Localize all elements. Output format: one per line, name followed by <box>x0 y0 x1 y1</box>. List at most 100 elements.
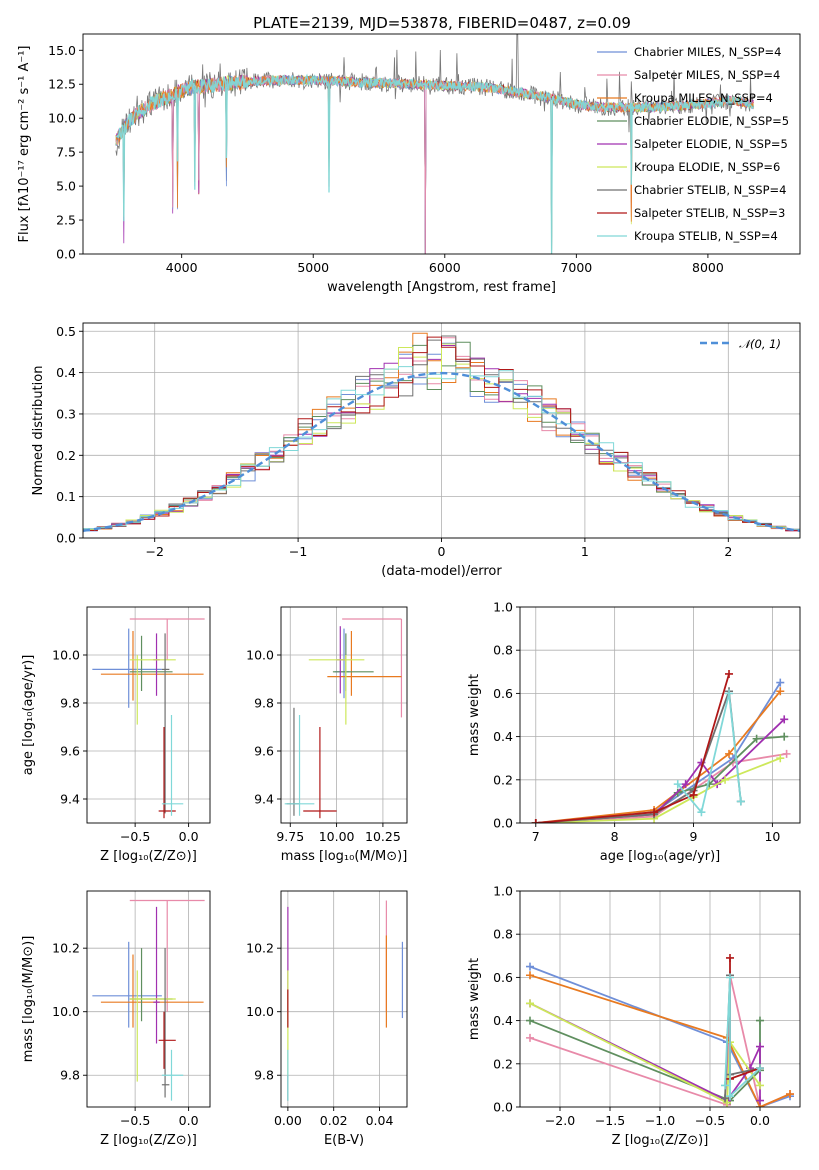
legend: Chabrier MILES, N_SSP=4 Salpeter MILES, N… <box>597 45 789 243</box>
errorbar-point <box>303 727 337 819</box>
x-tick-label: 9 <box>690 829 698 844</box>
x-axis-label: E(B-V) <box>324 1133 364 1148</box>
mass-weight-marker <box>752 734 761 743</box>
residual-histogram-series <box>83 337 800 533</box>
errorbar-point <box>327 631 402 696</box>
legend-entry: Chabrier STELIB, N_SSP=4 <box>634 183 786 197</box>
x-tick-label: 0 <box>438 544 446 559</box>
y-tick-label: 1.0 <box>493 884 513 899</box>
data-marks <box>83 332 800 533</box>
y-tick-label: 9.8 <box>60 1068 80 1083</box>
mass-weight-marker <box>786 1090 794 1099</box>
y-tick-label: 10.0 <box>48 111 76 126</box>
y-tick-label: 0.2 <box>493 1056 513 1071</box>
errorbar-point <box>286 707 300 816</box>
mass-vs-metallicity-panel: −0.5 0.0 9.8 10.0 10.2 Z [log₁₀(Z/Z⊙)] mass [l… <box>21 890 211 1148</box>
spectrum-panel: 4000 5000 6000 7000 8000 0.0 2.5 5.0 7.5 10.0 12.5… <box>17 14 801 295</box>
errorbar-point <box>342 618 403 718</box>
y-axis-label: age [log₁₀(age/yr)] <box>21 655 36 776</box>
x-tick-label: 8 <box>611 829 619 844</box>
x-tick-label: 9.75 <box>276 829 304 844</box>
errorbar-point <box>158 727 176 819</box>
y-tick-label: 1.0 <box>493 600 513 615</box>
normal-distribution-curve <box>83 371 800 532</box>
x-axis-label: Z [log₁₀(Z/Z⊙)] <box>612 1133 709 1148</box>
data-marks <box>115 34 755 254</box>
x-tick-label: 10.25 <box>365 829 401 844</box>
errorbar-point <box>284 715 315 816</box>
mass-weight-marker <box>756 1042 764 1051</box>
x-tick-label: 0.0 <box>179 829 199 844</box>
x-tick-label: −1.5 <box>595 1113 625 1128</box>
x-tick-label: 5000 <box>297 260 329 275</box>
errorbar-point <box>153 633 160 696</box>
y-tick-label: 9.8 <box>254 1068 274 1083</box>
errorbar-point <box>161 715 184 816</box>
x-tick-label: −0.5 <box>120 1113 150 1128</box>
y-tick-label: 0.8 <box>493 643 513 658</box>
y-tick-label: 2.5 <box>56 213 76 228</box>
legend-entry: Kroupa ELODIE, N_SSP=6 <box>634 160 780 174</box>
mass-weight-marker <box>756 1016 764 1025</box>
legend-entry: Chabrier MILES, N_SSP=4 <box>634 45 781 59</box>
data-marks <box>526 953 794 1107</box>
x-axis-label: (data-model)/error <box>381 564 502 579</box>
axes-frame <box>86 606 211 824</box>
data-marks <box>287 900 404 1101</box>
y-tick-label: 9.6 <box>254 744 274 759</box>
data-marks <box>531 669 791 823</box>
mass-weight-marker <box>782 749 791 758</box>
mass-weight-marker <box>721 775 730 784</box>
mass-weight-marker <box>721 1081 729 1090</box>
mass-weight-marker <box>697 808 706 817</box>
legend: 𝒩(0, 1) <box>700 337 781 351</box>
errorbar-point <box>129 635 173 691</box>
x-tick-label: 6000 <box>429 260 461 275</box>
errorbar-point <box>129 970 176 1082</box>
y-tick-label: 0.2 <box>56 448 76 463</box>
errorbar-point <box>129 948 173 1022</box>
x-tick-label: 10.00 <box>319 829 355 844</box>
errorbar-point <box>161 1049 184 1101</box>
axes-frame <box>82 33 801 255</box>
y-axis-label: mass weight <box>467 674 482 756</box>
y-tick-label: 10.0 <box>52 648 80 663</box>
errorbar-point <box>129 899 205 1012</box>
grid-lines <box>520 890 800 1108</box>
mass-weight-series-line <box>529 1002 761 1105</box>
y-axis-label: Flux [fλ10⁻¹⁷ erg cm⁻² s⁻¹ A⁻¹] <box>17 46 32 243</box>
y-tick-label: 15.0 <box>48 43 76 58</box>
mass-weight-marker <box>689 790 698 799</box>
legend-entry: Salpeter ELODIE, N_SSP=5 <box>634 137 788 151</box>
data-marks <box>92 899 205 1101</box>
x-tick-label: 4000 <box>166 260 198 275</box>
errorbar-point <box>129 655 176 725</box>
residual-histogram-series <box>83 332 800 533</box>
mass-weight-marker <box>756 1096 764 1105</box>
x-tick-label: 8000 <box>692 260 724 275</box>
mass-weight-series-line <box>535 690 781 823</box>
legend-entry: Salpeter STELIB, N_SSP=3 <box>634 206 785 220</box>
y-tick-label: 0.0 <box>56 531 76 546</box>
y-tick-label: 9.4 <box>254 792 274 807</box>
errorbar-point <box>92 941 162 1028</box>
spectrum-series-line <box>115 74 754 254</box>
x-tick-label: −1 <box>289 544 307 559</box>
errorbar-point <box>100 954 204 1028</box>
x-tick-label: 0.0 <box>179 1113 199 1128</box>
x-axis-label: age [log₁₀(age/yr)] <box>600 849 721 864</box>
mass-weight-marker <box>726 953 734 962</box>
y-tick-label: 0.8 <box>493 927 513 942</box>
axes-frame <box>82 322 801 539</box>
errorbar-point <box>129 618 205 660</box>
residual-histogram-series <box>83 336 800 533</box>
mass-weight-marker <box>736 797 745 806</box>
y-tick-label: 0.6 <box>493 686 513 701</box>
y-tick-label: 0.6 <box>493 970 513 985</box>
y-axis-label: Normed distribution <box>31 366 46 496</box>
age-vs-mass-panel: 9.75 10.00 10.25 9.4 9.6 9.8 10.0 mass [log₁₀(M… <box>246 606 408 864</box>
mass-weight-marker <box>723 1098 731 1107</box>
grid-lines <box>87 607 210 823</box>
x-tick-label: −1.0 <box>645 1113 675 1128</box>
y-tick-label: 5.0 <box>56 179 76 194</box>
